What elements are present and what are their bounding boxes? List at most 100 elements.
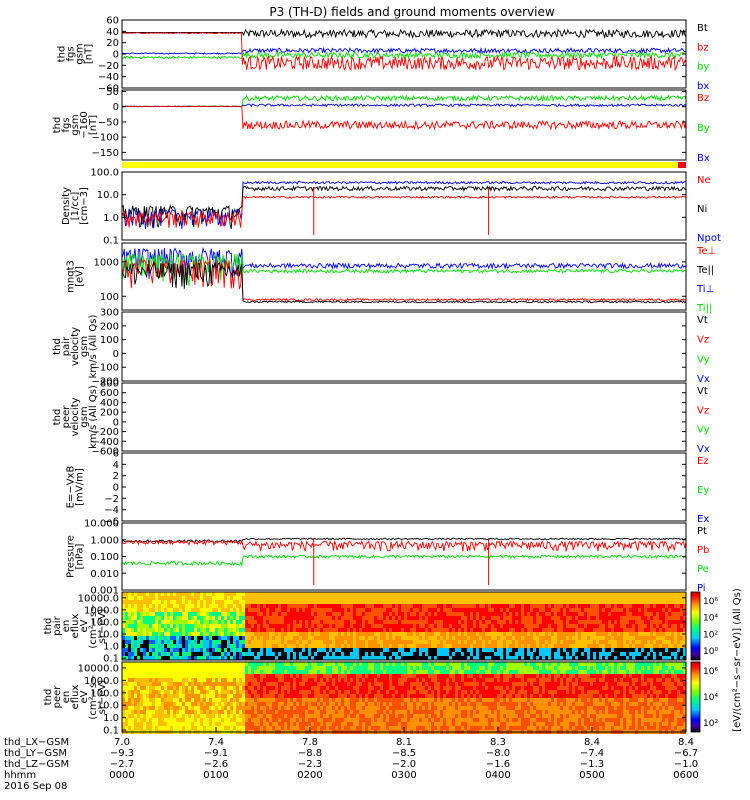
heatmap-cell — [518, 644, 521, 648]
heatmap-cell — [314, 674, 317, 678]
heatmap-cell — [329, 702, 332, 706]
heatmap-cell — [494, 608, 497, 612]
heatmap-cell — [332, 624, 335, 628]
heatmap-cell — [377, 718, 380, 722]
heatmap-cell — [656, 608, 659, 612]
heatmap-cell — [350, 592, 353, 596]
heatmap-cell — [527, 652, 530, 656]
heatmap-cell — [434, 652, 437, 656]
heatmap-cell — [578, 652, 581, 656]
heatmap-cell — [239, 666, 242, 670]
heatmap-cell — [383, 604, 386, 608]
heatmap-cell — [494, 648, 497, 652]
heatmap-cell — [293, 714, 296, 718]
heatmap-cell — [242, 670, 245, 674]
heatmap-cell — [308, 644, 311, 648]
heatmap-cell — [317, 682, 320, 686]
heatmap-cell — [164, 670, 167, 674]
heatmap-cell — [350, 600, 353, 604]
heatmap-cell — [611, 608, 614, 612]
heatmap-cell — [551, 596, 554, 600]
heatmap-cell — [203, 648, 206, 652]
heatmap-cell — [344, 678, 347, 682]
heatmap-cell — [503, 612, 506, 616]
heatmap-cell — [278, 682, 281, 686]
heatmap-cell — [620, 604, 623, 608]
heatmap-cell — [545, 644, 548, 648]
heatmap-cell — [296, 678, 299, 682]
heatmap-cell — [128, 620, 131, 624]
heatmap-cell — [206, 698, 209, 702]
heatmap-cell — [221, 714, 224, 718]
heatmap-cell — [341, 628, 344, 632]
heatmap-cell — [587, 636, 590, 640]
heatmap-cell — [359, 678, 362, 682]
heatmap-cell — [125, 652, 128, 656]
heatmap-cell — [197, 714, 200, 718]
heatmap-cell — [260, 616, 263, 620]
heatmap-cell — [284, 652, 287, 656]
y-axis-label: E=−VxB — [66, 466, 77, 509]
heatmap-cell — [464, 592, 467, 596]
y-tick-label: 50 — [106, 87, 119, 98]
heatmap-cell — [248, 636, 251, 640]
heatmap-cell — [596, 648, 599, 652]
heatmap-cell — [200, 674, 203, 678]
heatmap-cell — [224, 612, 227, 616]
heatmap-cell — [263, 652, 266, 656]
heatmap-cell — [305, 596, 308, 600]
heatmap-cell — [572, 608, 575, 612]
heatmap-cell — [257, 592, 260, 596]
heatmap-cell — [596, 652, 599, 656]
heatmap-cell — [479, 604, 482, 608]
heatmap-cell — [167, 718, 170, 722]
heatmap-cell — [482, 596, 485, 600]
heatmap-cell — [287, 632, 290, 636]
heatmap-cell — [398, 592, 401, 596]
heatmap-cell — [464, 604, 467, 608]
heatmap-cell — [494, 640, 497, 644]
heatmap-cell — [173, 624, 176, 628]
heatmap-cell — [683, 600, 686, 604]
heatmap-cell — [155, 674, 158, 678]
heatmap-cell — [308, 596, 311, 600]
heatmap-cell — [497, 612, 500, 616]
heatmap-cell — [506, 620, 509, 624]
heatmap-cell — [227, 592, 230, 596]
heatmap-cell — [287, 592, 290, 596]
heatmap-cell — [452, 620, 455, 624]
heatmap-cell — [332, 670, 335, 674]
heatmap-cell — [359, 628, 362, 632]
heatmap-cell — [224, 698, 227, 702]
heatmap-cell — [458, 628, 461, 632]
heatmap-cell — [170, 694, 173, 698]
heatmap-cell — [335, 718, 338, 722]
heatmap-cell — [203, 616, 206, 620]
heatmap-cell — [587, 632, 590, 636]
heatmap-cell — [167, 636, 170, 640]
heatmap-cell — [308, 656, 311, 660]
heatmap-cell — [239, 706, 242, 710]
heatmap-cell — [134, 674, 137, 678]
heatmap-cell — [401, 648, 404, 652]
heatmap-cell — [230, 674, 233, 678]
heatmap-cell — [305, 726, 308, 730]
heatmap-cell — [305, 652, 308, 656]
heatmap-cell — [296, 600, 299, 604]
heatmap-cell — [125, 718, 128, 722]
heatmap-cell — [635, 640, 638, 644]
heatmap-cell — [308, 640, 311, 644]
heatmap-cell — [536, 656, 539, 660]
heatmap-cell — [332, 678, 335, 682]
heatmap-cell — [215, 714, 218, 718]
heatmap-cell — [473, 644, 476, 648]
heatmap-cell — [650, 612, 653, 616]
heatmap-cell — [311, 636, 314, 640]
heatmap-cell — [215, 698, 218, 702]
heatmap-cell — [290, 662, 293, 666]
heatmap-cell — [359, 666, 362, 670]
heatmap-cell — [329, 624, 332, 628]
heatmap-cell — [125, 694, 128, 698]
heatmap-cell — [224, 702, 227, 706]
heatmap-cell — [212, 706, 215, 710]
